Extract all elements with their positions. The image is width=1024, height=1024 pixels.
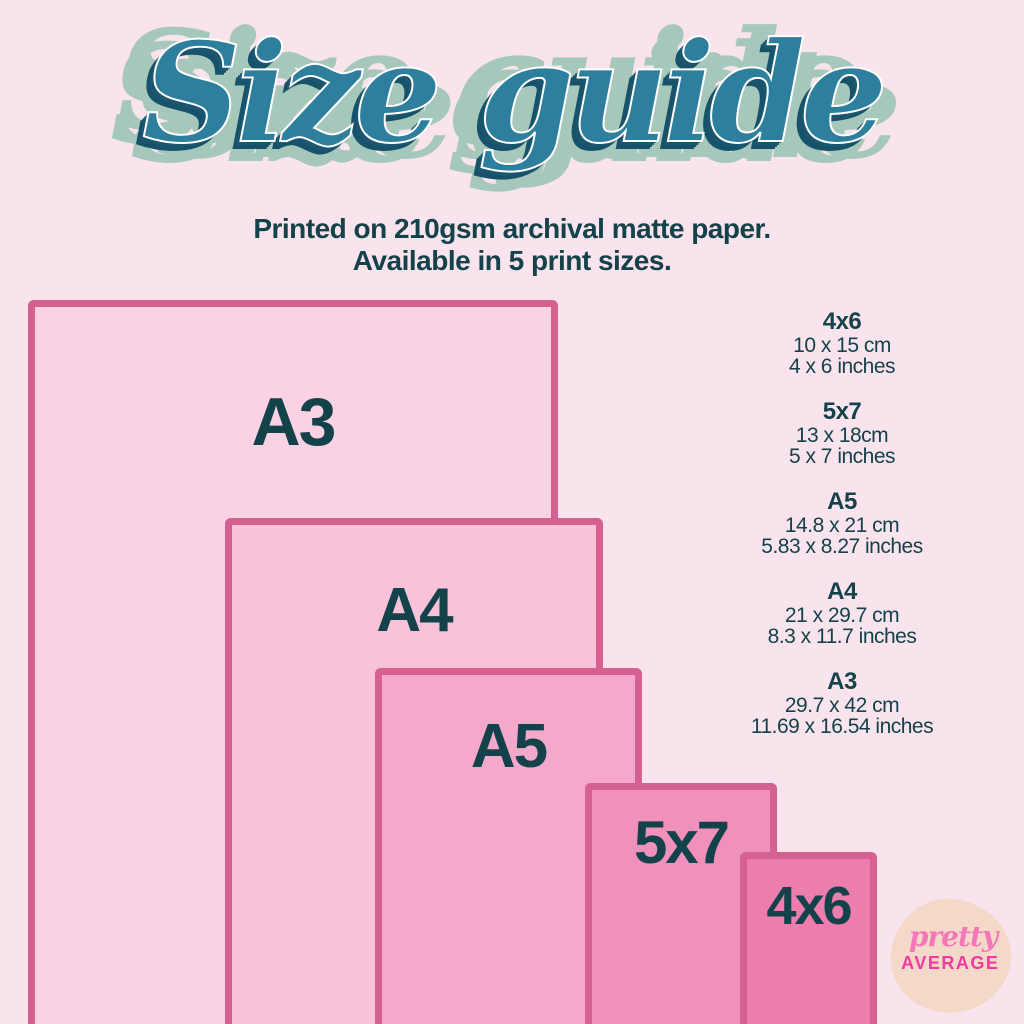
size-inches: 8.3 x 11.7 inches: [767, 625, 917, 648]
size-inches: 11.69 x 16.54 inches: [750, 715, 934, 738]
subtitle: Printed on 210gsm archival matte paper. …: [0, 213, 1024, 277]
page-title: Size guide: [141, 10, 889, 175]
size-inches: 4 x 6 inches: [788, 355, 896, 378]
size-inches: 5.83 x 8.27 inches: [761, 535, 923, 558]
size-name: 5x7: [822, 398, 862, 425]
print-rect-4x6-label: 4x6: [766, 876, 852, 936]
size-list-item-a3: A3 29.7 x 42 cm 11.69 x 16.54 inches: [738, 668, 946, 737]
size-list-item-a4: A4 21 x 29.7 cm 8.3 x 11.7 inches: [738, 578, 946, 647]
print-rect-a3-label: A3: [251, 384, 337, 460]
size-name: A4: [827, 578, 857, 605]
subtitle-line-1: Printed on 210gsm archival matte paper.: [253, 213, 771, 244]
size-cm: 29.7 x 42 cm: [784, 694, 900, 717]
size-list-item-5x7: 5x7 13 x 18cm 5 x 7 inches: [738, 398, 946, 467]
brand-logo-badge: pretty AVERAGE: [885, 893, 1017, 1019]
print-rect-4x6: 4x6: [740, 852, 877, 1024]
size-name: A5: [827, 488, 857, 515]
size-name: 4x6: [822, 308, 862, 335]
size-cm: 10 x 15 cm: [793, 334, 891, 357]
size-cm: 14.8 x 21 cm: [784, 514, 900, 537]
size-cm: 21 x 29.7 cm: [784, 604, 900, 627]
size-list: 4x6 10 x 15 cm 4 x 6 inches 5x7 13 x 18c…: [738, 308, 946, 758]
brand-logo-average: AVERAGE: [901, 952, 1000, 973]
print-rect-5x7-label: 5x7: [633, 809, 730, 876]
size-inches: 5 x 7 inches: [788, 445, 896, 468]
size-list-item-a5: A5 14.8 x 21 cm 5.83 x 8.27 inches: [738, 488, 946, 557]
size-name: A3: [827, 668, 857, 695]
size-cm: 13 x 18cm: [795, 424, 889, 447]
brand-logo-pretty: pretty: [908, 920, 998, 954]
print-rect-a5-label: A5: [470, 712, 548, 781]
subtitle-line-2: Available in 5 print sizes.: [352, 245, 672, 276]
print-rect-a4-label: A4: [376, 576, 453, 645]
page-title-wrap: Size guide: [0, 8, 1024, 178]
size-list-item-4x6: 4x6 10 x 15 cm 4 x 6 inches: [738, 308, 946, 377]
